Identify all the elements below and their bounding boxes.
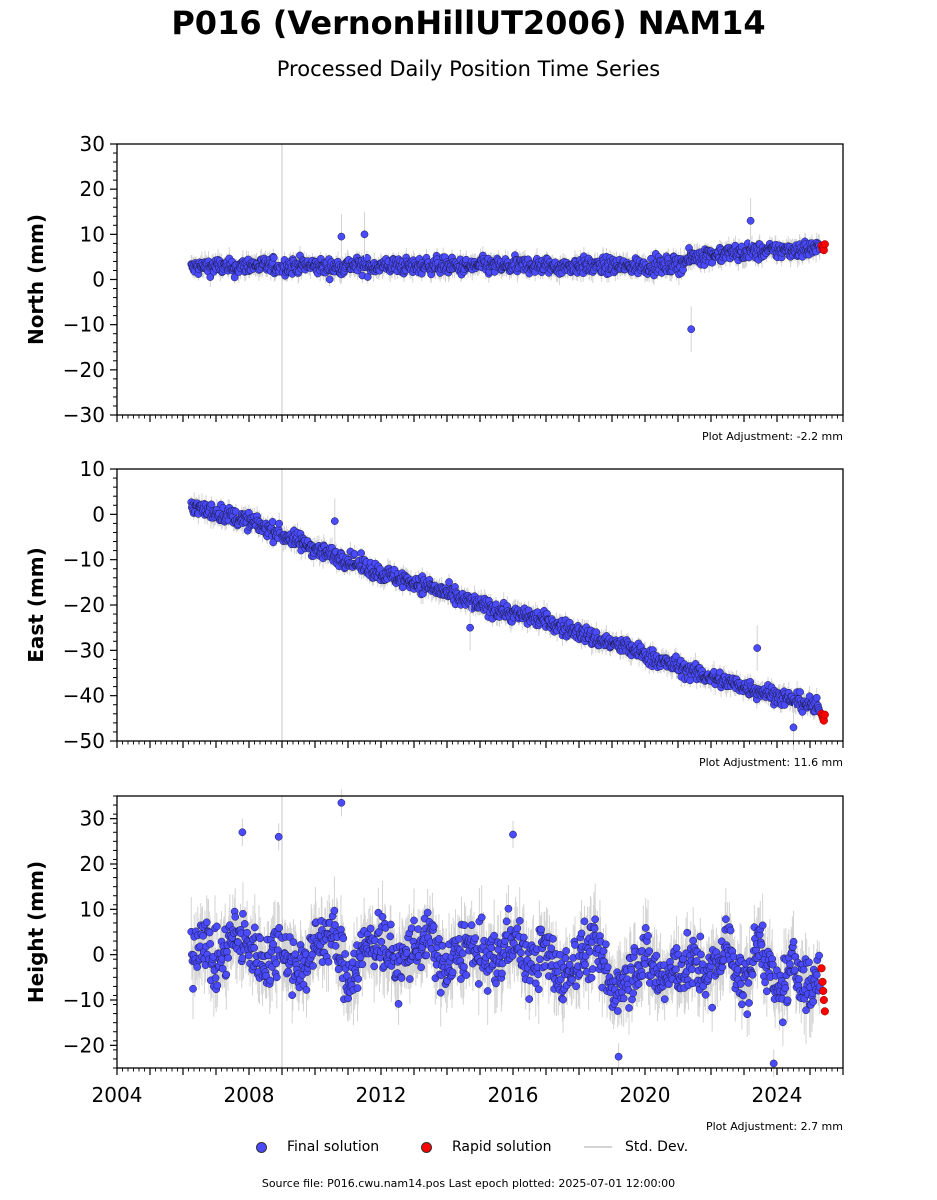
- chart-title: P016 (VernonHillUT2006) NAM14: [171, 4, 766, 42]
- outlier-point: [789, 723, 798, 732]
- plot-adjustment: Plot Adjustment: -2.2 mm: [702, 430, 843, 443]
- y-tick-label: 10: [80, 457, 105, 481]
- final-solution-point: [445, 578, 453, 586]
- outlier-point: [360, 230, 369, 239]
- y-tick-label: −10: [63, 548, 105, 572]
- outlier-point: [337, 232, 346, 241]
- y-tick-label: −40: [63, 684, 105, 708]
- outlier-point: [330, 517, 339, 525]
- y-tick-label: 10: [80, 222, 105, 246]
- final-solution-point: [268, 517, 277, 526]
- outlier-point: [687, 325, 696, 334]
- final-solution-point: [207, 500, 216, 509]
- outlier-point: [753, 644, 762, 652]
- final-solution-point: [269, 253, 278, 262]
- final-solution-point: [325, 275, 334, 284]
- y-tick-label: 20: [80, 177, 105, 201]
- final-solution-points: [187, 237, 824, 284]
- y-tick-label: 0: [92, 268, 105, 292]
- final-solution-point: [350, 550, 359, 558]
- final-solution-point: [812, 693, 821, 702]
- y-tick-label: −20: [63, 358, 105, 382]
- y-tick-label: −30: [63, 638, 105, 662]
- outlier-point: [466, 623, 474, 632]
- y-tick-label: 0: [92, 502, 105, 526]
- rapid-solution-point: [820, 710, 829, 719]
- chart-subtitle: Processed Daily Position Time Series: [276, 57, 661, 81]
- y-axis-label: North (mm): [24, 214, 48, 345]
- outlier-point: [746, 216, 755, 225]
- final-solution-point: [796, 688, 804, 696]
- plot-adjustment: Plot Adjustment: 11.6 mm: [699, 756, 843, 769]
- y-tick-label: −50: [63, 729, 105, 753]
- final-solution-point: [363, 273, 372, 281]
- y-tick-label: −20: [63, 593, 105, 617]
- final-solution-points: [187, 498, 824, 717]
- y-tick-label: −10: [63, 313, 105, 337]
- y-tick-label: −30: [63, 403, 105, 427]
- rapid-solution-point: [820, 240, 829, 249]
- final-solution-point: [206, 273, 215, 281]
- y-axis-label: East (mm): [24, 547, 48, 663]
- y-tick-label: 30: [80, 132, 105, 156]
- final-solution-point: [275, 519, 284, 528]
- axes-frame: [116, 143, 844, 416]
- final-solution-point: [357, 549, 365, 557]
